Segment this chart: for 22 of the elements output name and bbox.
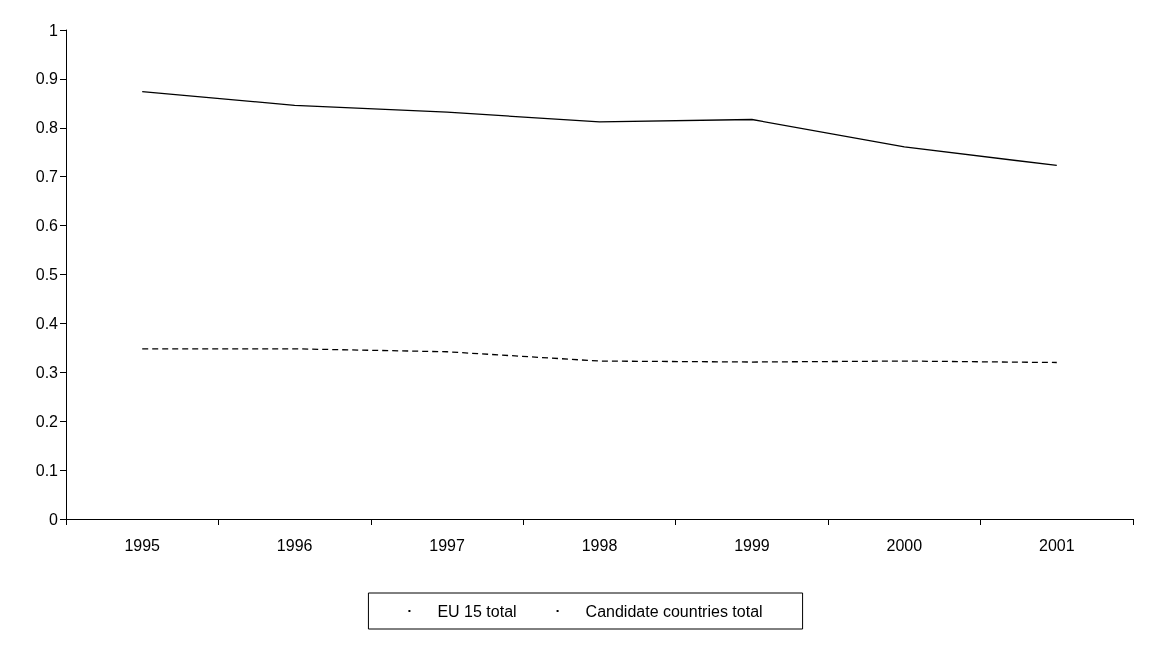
y-tick-label: 1 xyxy=(49,21,59,39)
line-series xyxy=(141,90,1058,167)
y-tick-label: 0.9 xyxy=(35,70,59,88)
x-tick-label: 1995 xyxy=(124,536,161,554)
y-tick-label: 0.3 xyxy=(35,363,59,381)
x-tick-label: 1996 xyxy=(276,536,313,554)
legend-label: EU 15 total xyxy=(437,602,517,620)
x-tick-label: 1997 xyxy=(429,536,465,554)
y-tick-label: 0.7 xyxy=(35,168,59,186)
y-tick-label: 0 xyxy=(49,510,59,528)
legend-label: Candidate countries total xyxy=(585,602,763,620)
x-tick-label: 1998 xyxy=(581,536,618,554)
x-tick-label: 2000 xyxy=(886,536,923,554)
x-tick-label: 2001 xyxy=(1038,536,1075,554)
y-tick-label: 0.1 xyxy=(35,461,59,479)
y-tick-label: 0.2 xyxy=(35,412,59,430)
line-series xyxy=(141,348,1058,364)
y-tick-label: 0.4 xyxy=(35,314,59,332)
y-tick-label: 0.6 xyxy=(35,217,59,235)
x-tick-label: 1999 xyxy=(734,536,770,554)
y-tick-label: 0.5 xyxy=(35,266,59,283)
y-tick-label: 0.8 xyxy=(35,119,59,137)
